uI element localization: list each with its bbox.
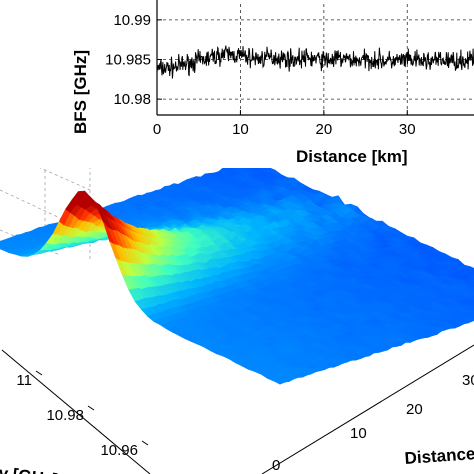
surface-distance-axis-label: Distance <box>404 444 474 468</box>
inset-x-tick-label: 30 <box>399 121 416 138</box>
surface-patch <box>272 378 286 385</box>
inset-x-tick-label: 20 <box>315 121 332 138</box>
surface-frequency-tick-label: 10.96 <box>100 442 138 459</box>
surface-frequency-axis-label: Frequency [GHz] <box>0 454 59 474</box>
inset-x-tick-label: 10 <box>232 121 249 138</box>
series-line <box>156 45 474 79</box>
surface-distance-axis <box>261 344 474 474</box>
surface-frequency-axis <box>1 349 151 474</box>
inset-background <box>0 0 474 168</box>
surface-patch <box>469 274 474 280</box>
surface-distance-tick-label: 30 <box>462 372 474 389</box>
box-gridline <box>0 189 91 233</box>
surface-distance-tick-label: 0 <box>272 457 280 474</box>
inset-x-axis-label: Distance [km] <box>296 147 407 166</box>
surface-frequency-tick <box>35 370 43 376</box>
surface-frequency-tick-label: 10.98 <box>46 407 84 424</box>
inset-x-tick-label: 0 <box>153 121 161 138</box>
surface-patch <box>469 301 474 306</box>
surface-frequency-tick-label: 11 <box>16 372 32 389</box>
surface-frequency-tick <box>87 405 95 411</box>
surface-distance-tick-label: 20 <box>406 401 423 418</box>
inset-axes: 10.99 10.985 10.980 10 20 30 <box>105 0 474 138</box>
inset-y-axis-label: BFS [GHz] <box>71 50 90 134</box>
surface-frequency-tick <box>141 440 149 446</box>
inset-y-tick-label: 10.99 <box>113 12 151 29</box>
surface-axes: Frequency [GHz] Distance 1110.9810.9610.… <box>0 344 474 474</box>
inset-y-tick-label: 10.98 <box>113 91 151 108</box>
inset-y-tick-label: 10.985 <box>105 52 151 69</box>
surface-distance-tick-label: 10 <box>350 425 367 442</box>
inset-line-chart: 10.99 10.985 10.980 10 20 30 BFS [GHz] Distan… <box>0 0 474 168</box>
surface-plot <box>0 160 474 385</box>
